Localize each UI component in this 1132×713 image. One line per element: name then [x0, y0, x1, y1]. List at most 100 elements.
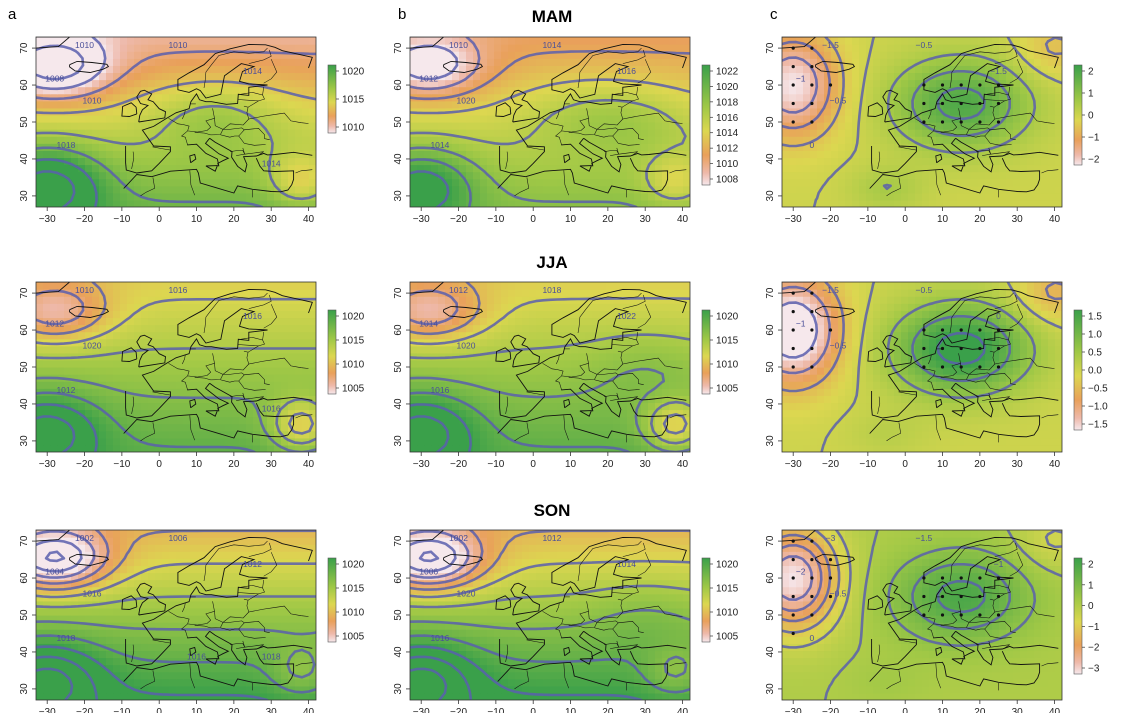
season-title-mam: MAM [532, 7, 573, 26]
map-panel-r2-c0: 1002 1004 1006 1012 1016 1018 1018 1016 −30 −20 −1… [19, 529, 365, 713]
colorbar-tick-label: 1005 [716, 384, 739, 395]
contour-lines [410, 37, 690, 207]
x-tick-label: −20 [76, 707, 93, 713]
colorbar-tick-label: 2 [1088, 560, 1094, 571]
contour-label: 0 [810, 140, 815, 150]
x-tick-label: −20 [450, 459, 467, 470]
x-tick-label: 10 [565, 459, 577, 470]
colorbar-tick-label: 1018 [716, 97, 739, 108]
x-tick-label: 20 [228, 707, 240, 713]
colorbar-tick-label: 1010 [716, 360, 739, 371]
colorbar-tick-label: 1020 [716, 312, 739, 323]
contour-label: 1018 [56, 140, 75, 150]
colorbar-tick-label: 1 [1088, 89, 1094, 100]
contour-lines [36, 530, 316, 700]
significance-stipple [791, 291, 1001, 369]
contour-label: 1016 [430, 633, 449, 643]
contour-lines [410, 530, 690, 700]
x-tick-label: 20 [974, 459, 986, 470]
colorbar-tick-label: −1 [1088, 622, 1100, 633]
contour-label: −1.5 [990, 66, 1007, 76]
contour-label: 1020 [457, 589, 476, 599]
colorbar-tick-label: 1014 [716, 128, 739, 139]
colorbar-tick-label: −2 [1088, 643, 1100, 654]
y-tick-label: 50 [765, 361, 776, 373]
x-tick-label: 20 [602, 707, 614, 713]
x-tick-label: 0 [902, 214, 908, 225]
colorbar [701, 557, 711, 643]
x-tick-label: −30 [39, 459, 56, 470]
contour-label: 1012 [542, 533, 561, 543]
colorbar-tick-label: 1005 [342, 384, 365, 395]
x-tick-label: −20 [822, 459, 839, 470]
x-tick-label: −20 [450, 707, 467, 713]
contour-label: 1020 [83, 341, 102, 351]
contour-label: 1002 [75, 533, 94, 543]
colorbar-tick-label: 1.5 [1088, 312, 1102, 323]
contour-label: 1018 [56, 633, 75, 643]
map-panel-r0-c0: 1010 1008 1010 1014 1010 1018 1014 −30 −20 −10 0 10… [19, 36, 365, 225]
field-raster [410, 37, 690, 207]
contour-labels: 1002 1004 1006 1012 1016 1018 1018 1016 [45, 533, 281, 661]
contour-label: 0 [810, 633, 815, 643]
x-tick-label: −30 [785, 707, 802, 713]
coastlines [782, 530, 1059, 691]
contour-label: 1012 [449, 285, 468, 295]
x-tick-label: 10 [937, 214, 949, 225]
x-tick-label: 20 [602, 214, 614, 225]
y-tick-label: 70 [19, 42, 30, 54]
x-tick-label: −30 [785, 214, 802, 225]
colorbar [701, 64, 711, 186]
x-tick-label: −20 [822, 214, 839, 225]
contour-label: 1020 [457, 341, 476, 351]
y-tick-label: 40 [765, 398, 776, 410]
y-tick-label: 30 [19, 683, 30, 695]
contour-label: 1004 [45, 566, 64, 576]
y-tick-label: 70 [765, 535, 776, 547]
coastlines [36, 282, 313, 443]
y-tick-label: 70 [393, 287, 404, 299]
contour-labels: −1.5 −1 −0.5 0 −0.5 [796, 285, 1001, 350]
y-tick-label: 70 [765, 42, 776, 54]
contour-labels: 1012 1014 1018 1022 1020 1016 [419, 285, 636, 395]
colorbar-tick-label: 1020 [716, 560, 739, 571]
y-tick-label: 60 [765, 572, 776, 584]
coastlines [36, 530, 313, 691]
contour-label: −3 [826, 533, 836, 543]
x-tick-label: 40 [1049, 459, 1061, 470]
significance-stipple [791, 539, 1001, 636]
colorbar [327, 64, 337, 134]
map-panel-r2-c2: −3−2−1.5−1−0.50−30 −20 −10 0 10 20 30 403040506… [765, 529, 1100, 713]
y-tick-label: 70 [765, 287, 776, 299]
x-tick-label: 30 [266, 459, 278, 470]
x-tick-label: −30 [39, 707, 56, 713]
y-tick-label: 50 [19, 361, 30, 373]
colorbar-tick-label: 1005 [716, 632, 739, 643]
y-tick-label: 50 [19, 609, 30, 621]
contour-label: 1018 [262, 651, 281, 661]
panel-letter-a: a [8, 6, 17, 23]
y-tick-label: 40 [765, 153, 776, 165]
y-tick-label: 40 [19, 153, 30, 165]
field-raster [36, 282, 316, 452]
colorbar-tick-label: −1.5 [1088, 420, 1108, 431]
y-tick-label: 60 [393, 79, 404, 91]
contour-lines [782, 37, 1062, 207]
y-tick-label: 70 [19, 287, 30, 299]
colorbar-tick-label: 1.0 [1088, 330, 1102, 341]
x-tick-label: 30 [640, 459, 652, 470]
y-tick-label: 40 [19, 398, 30, 410]
y-tick-label: 50 [393, 609, 404, 621]
x-tick-label: 30 [266, 707, 278, 713]
y-tick-label: 30 [765, 683, 776, 695]
contour-label: 1014 [430, 140, 449, 150]
x-tick-label: 0 [156, 214, 162, 225]
contour-label: 1014 [262, 158, 281, 168]
x-tick-label: 10 [937, 707, 949, 713]
colorbar-tick-label: 1015 [342, 336, 365, 347]
field-raster [36, 530, 316, 700]
contour-label: 0 [996, 311, 1001, 321]
colorbar-tick-label: 1015 [716, 584, 739, 595]
contour-label: 1006 [168, 533, 187, 543]
colorbar-tick-label: −2 [1088, 155, 1100, 166]
